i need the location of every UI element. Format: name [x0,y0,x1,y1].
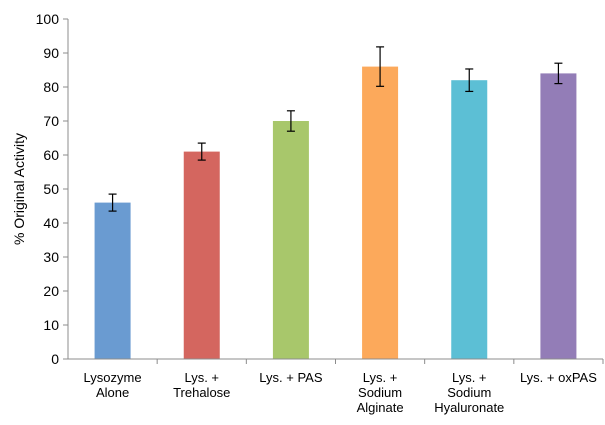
x-category-label-line: Lys. + PAS [259,370,323,385]
y-tick-label: 80 [43,79,59,95]
y-tick-label: 60 [43,147,59,163]
x-category-label-line: Lysozyme [84,370,142,385]
x-category-label-line: Hyaluronate [434,400,504,415]
y-tick-label: 30 [43,249,59,265]
error-bars [108,46,563,212]
x-category-label: Lys. + Sodium Alginate [357,370,404,415]
bar [362,66,399,359]
x-category-label: Lysozyme Alone [84,370,142,400]
y-tick-label: 70 [43,113,59,129]
x-category-label: Lys. + Trehalose [173,370,230,400]
x-category-label-line: Lys. + oxPAS [520,370,597,385]
bar [272,121,309,359]
bar [183,151,220,359]
y-axis-ticks: 0 10 20 30 40 50 60 70 80 90 100 [36,11,68,367]
x-category-label: Lys. + Sodium Hyaluronate [434,370,504,415]
bar [94,202,131,359]
x-category-label-line: Lys. + [184,370,219,385]
x-category-label-line: Lys. + [363,370,398,385]
y-tick-label: 50 [43,181,59,197]
y-tick-label: 20 [43,283,59,299]
x-category-label: Lys. + oxPAS [520,370,597,385]
y-tick-label: 100 [36,11,60,27]
y-tick-label: 40 [43,215,59,231]
x-category-label: Lys. + PAS [259,370,323,385]
x-category-label-line: Alginate [357,400,404,415]
bar [540,73,577,360]
bars [94,66,577,360]
x-category-label-line: Trehalose [173,385,230,400]
y-axis-title: % Original Activity [11,133,27,245]
x-category-label-line: Alone [96,385,129,400]
x-category-label-line: Lys. + [452,370,487,385]
y-tick-label: 0 [51,351,59,367]
bar [451,80,488,359]
y-tick-label: 10 [43,317,59,333]
x-category-label-line: Sodium [447,385,491,400]
y-tick-label: 90 [43,45,59,61]
x-category-label-line: Sodium [358,385,402,400]
